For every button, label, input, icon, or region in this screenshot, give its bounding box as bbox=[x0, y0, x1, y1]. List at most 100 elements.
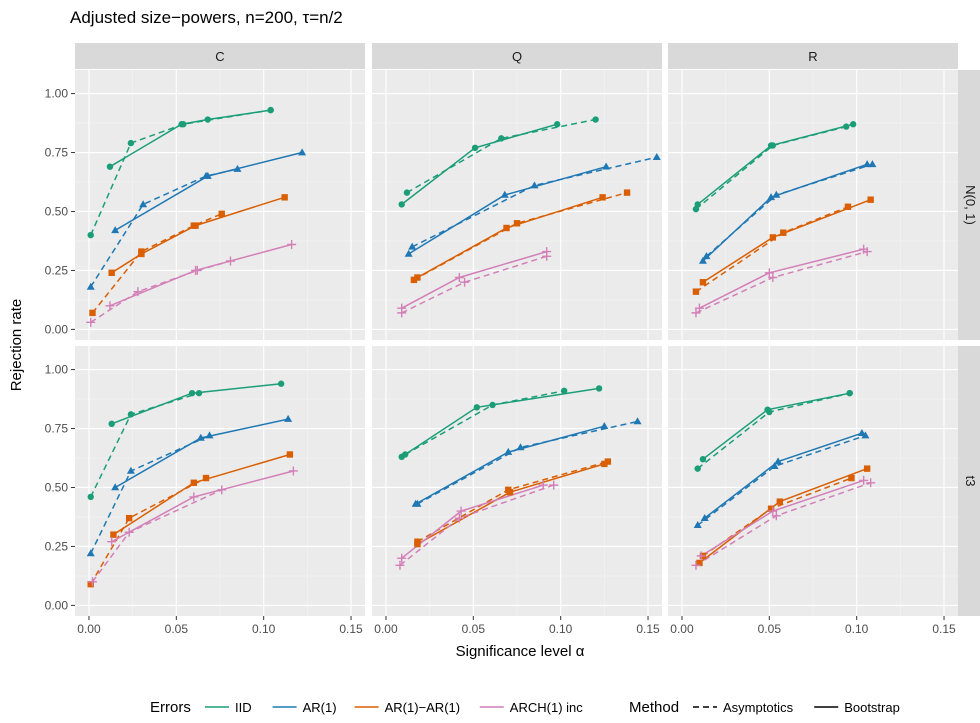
point-marker bbox=[780, 229, 787, 236]
point-marker bbox=[471, 144, 479, 152]
y-tick-label: 0.50 bbox=[45, 204, 69, 218]
point-marker bbox=[604, 458, 612, 465]
point-marker bbox=[699, 279, 707, 286]
x-tick-label: 0.10 bbox=[549, 622, 573, 636]
point-marker bbox=[504, 447, 513, 455]
y-tick-label: 1.00 bbox=[45, 87, 69, 101]
point-marker bbox=[106, 163, 114, 170]
point-marker bbox=[286, 451, 294, 458]
row-strip-bg bbox=[958, 70, 980, 340]
point-marker bbox=[861, 431, 870, 439]
point-marker bbox=[599, 194, 606, 201]
point-marker bbox=[454, 513, 464, 523]
panel: 0.00 0.25 0.50 0.75 1.00 bbox=[45, 70, 365, 340]
point-marker bbox=[397, 303, 407, 313]
legend-label: Bootstrap bbox=[844, 700, 900, 715]
point-marker bbox=[86, 549, 95, 557]
legend: Errors IID AR(1) AR(1)−AR(1) ARCH(1) inc Meth… bbox=[150, 699, 900, 716]
point-marker bbox=[489, 401, 496, 409]
point-marker bbox=[764, 268, 774, 278]
point-marker bbox=[859, 475, 869, 485]
point-marker bbox=[698, 256, 707, 264]
point-marker bbox=[542, 247, 552, 257]
legend-label: Asymptotics bbox=[723, 700, 794, 715]
y-tick-label: 0.75 bbox=[45, 146, 69, 160]
point-marker bbox=[602, 162, 611, 170]
point-marker bbox=[267, 106, 274, 114]
series-line bbox=[91, 213, 222, 314]
point-marker bbox=[600, 421, 609, 429]
point-marker bbox=[277, 380, 285, 387]
point-marker bbox=[284, 414, 293, 422]
point-marker bbox=[867, 196, 874, 203]
point-marker bbox=[842, 123, 850, 130]
point-marker bbox=[764, 406, 771, 413]
x-axis-label: Significance level α bbox=[456, 643, 585, 660]
point-marker bbox=[595, 385, 603, 392]
row-strip-label: t3 bbox=[963, 476, 978, 487]
point-marker bbox=[694, 303, 704, 313]
point-marker bbox=[768, 273, 778, 283]
point-marker bbox=[196, 433, 205, 441]
series-line bbox=[109, 109, 271, 168]
point-marker bbox=[601, 460, 608, 468]
point-marker bbox=[767, 193, 776, 201]
x-tick-label: 0.00 bbox=[670, 622, 694, 636]
point-marker bbox=[460, 277, 470, 287]
point-marker bbox=[203, 171, 212, 179]
point-marker bbox=[498, 135, 505, 142]
point-marker bbox=[560, 387, 568, 395]
point-marker bbox=[204, 116, 211, 123]
point-marker bbox=[530, 181, 539, 189]
point-marker bbox=[89, 309, 96, 317]
point-marker bbox=[516, 443, 525, 451]
point-marker bbox=[178, 121, 185, 128]
point-marker bbox=[191, 265, 201, 275]
y-tick-label: 0.00 bbox=[45, 598, 69, 612]
point-marker bbox=[414, 540, 421, 548]
point-marker bbox=[105, 301, 115, 311]
point-marker bbox=[772, 190, 781, 198]
point-marker bbox=[863, 465, 871, 472]
x-tick-label: 0.05 bbox=[165, 622, 189, 636]
x-tick-label: 0.10 bbox=[845, 622, 869, 636]
x-tick-label: 0.15 bbox=[339, 622, 363, 636]
panel: 0.00 0.05 0.10 0.15 0.00 0.25 0.50 0.75 1.00 bbox=[45, 346, 365, 636]
x-tick-label: 0.05 bbox=[462, 622, 486, 636]
point-marker bbox=[652, 153, 661, 161]
y-tick-label: 0.25 bbox=[45, 263, 69, 277]
x-tick-label: 0.00 bbox=[77, 622, 101, 636]
point-marker bbox=[408, 242, 417, 250]
point-marker bbox=[849, 121, 857, 128]
row-strip: N(0, 1) bbox=[958, 70, 980, 340]
point-marker bbox=[623, 189, 631, 196]
point-marker bbox=[848, 474, 855, 482]
point-marker bbox=[225, 256, 235, 266]
point-marker bbox=[691, 308, 701, 318]
col-strip-bg bbox=[372, 43, 662, 69]
point-marker bbox=[857, 429, 866, 437]
point-marker bbox=[205, 431, 214, 439]
y-tick-label: 0.50 bbox=[45, 480, 69, 494]
point-marker bbox=[769, 234, 777, 241]
point-marker bbox=[398, 453, 405, 461]
legend-label: AR(1) bbox=[303, 700, 337, 715]
series-line bbox=[111, 196, 285, 274]
point-marker bbox=[124, 527, 134, 537]
point-marker bbox=[696, 559, 703, 567]
point-marker bbox=[506, 489, 514, 496]
point-marker bbox=[863, 160, 872, 168]
point-marker bbox=[87, 580, 94, 588]
point-marker bbox=[110, 531, 117, 538]
point-marker bbox=[190, 479, 197, 486]
point-marker bbox=[776, 498, 784, 505]
y-tick-label: 0.00 bbox=[45, 322, 69, 336]
point-marker bbox=[410, 276, 418, 284]
point-marker bbox=[287, 239, 297, 249]
row-strip-label: N(0, 1) bbox=[963, 185, 978, 225]
point-marker bbox=[691, 560, 701, 570]
point-marker bbox=[192, 222, 199, 229]
point-marker bbox=[473, 404, 481, 411]
point-marker bbox=[189, 492, 199, 502]
